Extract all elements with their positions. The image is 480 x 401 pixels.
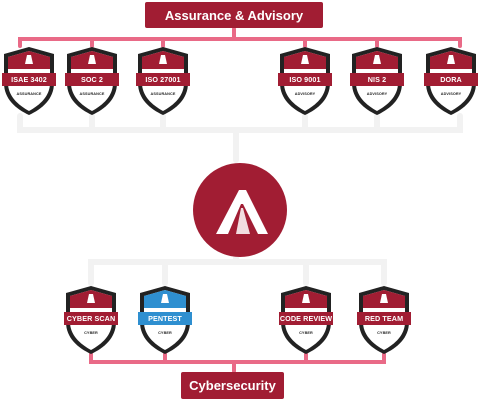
badge-mark-icon [25,55,33,64]
badge-title: NIS 2 [367,75,387,84]
badge-title: CYBER SCAN [66,314,116,323]
assurance-badge-nis-2: NIS 2 ADVISORY [348,45,406,117]
badge-mark-icon [447,55,455,64]
badge-title: ISAE 3402 [11,75,47,84]
badge-subtitle: ASSURANCE [150,92,176,96]
badge-title: RED TEAM [364,314,404,323]
assurance-badge-dora: DORA ADVISORY [422,45,480,117]
cyber-badge-cyber-scan: CYBER SCAN CYBER [62,284,120,356]
shield-icon [2,47,56,115]
cybersecurity-label: Cybersecurity [181,372,284,399]
logo-mark [216,190,268,234]
badge-mark-icon [373,55,381,64]
badge-title: CODE REVIEW [279,314,333,323]
cyber-badge-pentest: PENTEST CYBER [136,284,194,356]
badge-mark-icon [301,55,309,64]
badge-subtitle: ASSURANCE [79,92,105,96]
badge-subtitle: CYBER [158,331,172,335]
badge-subtitle: ADVISORY [294,92,316,96]
shield-icon [64,286,118,354]
shield-icon [350,47,404,115]
assurance-badge-iso-27001: ISO 27001 ASSURANCE [134,45,192,117]
assurance-connector [18,27,462,48]
badge-mark-icon [159,55,167,64]
company-logo-icon [192,162,288,258]
badge-subtitle: CYBER [377,331,391,335]
assurance-badge-isae-3402: ISAE 3402 ASSURANCE [0,45,58,117]
cyber-tree [88,255,387,286]
logo-mark-inner [236,208,250,234]
cyber-badge-code-review: CODE REVIEW CYBER [277,284,335,356]
badge-title: ISO 9001 [289,75,321,84]
cyber-connector [89,352,386,373]
shield-icon [278,47,332,115]
badge-subtitle: ASSURANCE [16,92,42,96]
badge-mark-icon [88,55,96,64]
badge-mark-icon [87,294,95,303]
shield-icon [65,47,119,115]
shield-icon [279,286,333,354]
assurance-tree [17,113,463,163]
shield-icon [136,47,190,115]
badge-subtitle: CYBER [299,331,313,335]
assurance-advisory-label: Assurance & Advisory [145,2,323,28]
assurance-badge-iso-9001: ISO 9001 ADVISORY [276,45,334,117]
badge-subtitle: ADVISORY [440,92,462,96]
assurance-badge-soc-2: SOC 2 ASSURANCE [63,45,121,117]
shield-icon [357,286,411,354]
badge-mark-icon [302,294,310,303]
badge-title: DORA [440,75,462,84]
badge-mark-icon [380,294,388,303]
badge-subtitle: CYBER [84,331,98,335]
badge-subtitle: ADVISORY [366,92,388,96]
badge-title: PENTEST [148,314,182,323]
badge-title: ISO 27001 [145,75,181,84]
badge-title: SOC 2 [80,75,104,84]
shield-icon [138,286,192,354]
cyber-badge-red-team: RED TEAM CYBER [355,284,413,356]
logo-circle [193,163,287,257]
shield-icon [424,47,478,115]
badge-mark-icon [161,294,169,303]
